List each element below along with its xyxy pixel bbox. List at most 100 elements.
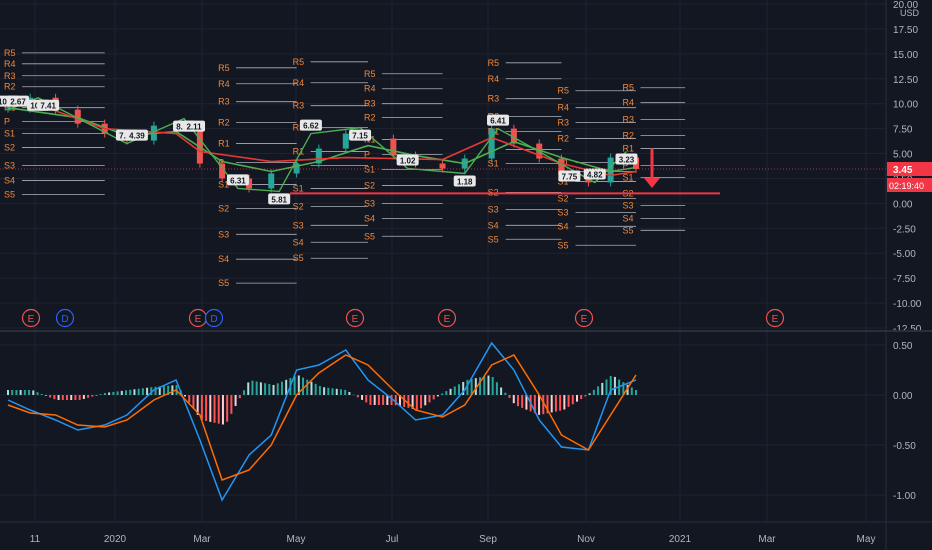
histogram-bar xyxy=(339,389,342,395)
pivot-label: R2 xyxy=(4,82,16,92)
axes: 20.0017.5015.0012.5010.007.505.002.500.0… xyxy=(30,0,932,545)
value-marker-text: 6.62 xyxy=(303,122,319,131)
oscillator-pane[interactable] xyxy=(7,341,637,502)
histogram-bar xyxy=(344,389,347,395)
histogram-bar xyxy=(348,392,351,395)
histogram-bar xyxy=(445,391,448,395)
histogram-bar xyxy=(66,395,69,400)
candle-body[interactable] xyxy=(268,173,275,189)
time-axis-label: 11 xyxy=(30,534,41,545)
pivot-label: P xyxy=(364,150,370,160)
earnings-marker[interactable] xyxy=(574,308,594,328)
earnings-marker[interactable] xyxy=(765,308,785,328)
histogram-bar xyxy=(116,391,119,395)
pivot-label: S1 xyxy=(4,129,15,139)
histogram-bar xyxy=(403,395,406,408)
histogram-bar xyxy=(167,385,170,395)
earnings-marker[interactable] xyxy=(345,308,365,328)
histogram-bar xyxy=(491,377,494,395)
histogram-bar xyxy=(293,376,296,395)
histogram-bar xyxy=(259,382,262,395)
candle-body[interactable] xyxy=(246,178,253,189)
histogram-bar xyxy=(601,382,604,395)
histogram-bar xyxy=(567,395,570,407)
candle-body[interactable] xyxy=(293,163,300,174)
pivot-label: S4 xyxy=(488,220,499,230)
oscillator-axis-tick: -0.50 xyxy=(893,441,916,452)
pivot-label: R3 xyxy=(488,94,500,104)
histogram-bar xyxy=(95,395,98,396)
pivot-label: R3 xyxy=(218,97,230,107)
time-axis-label: Mar xyxy=(193,534,211,545)
value-marker-badge xyxy=(226,174,249,186)
pivot-label: R4 xyxy=(293,78,305,88)
candle-body[interactable] xyxy=(607,157,614,183)
histogram-bar xyxy=(356,395,359,398)
candle-body[interactable] xyxy=(219,163,226,179)
time-axis-label: Sep xyxy=(479,534,497,545)
candle-body[interactable] xyxy=(342,133,349,149)
histogram-bar xyxy=(184,395,187,397)
pivot-label: S4 xyxy=(293,237,304,247)
histogram-bar xyxy=(533,395,536,414)
time-axis-label: Mar xyxy=(758,534,776,545)
pivot-label: R1 xyxy=(218,139,230,149)
pivot-label: R4 xyxy=(4,59,16,69)
dividend-marker[interactable] xyxy=(55,308,75,328)
histogram-bar xyxy=(373,395,376,405)
candle-body[interactable] xyxy=(390,138,397,156)
histogram-bar xyxy=(365,395,368,403)
histogram-bar xyxy=(369,395,372,405)
histogram-bar xyxy=(310,381,313,395)
histogram-bar xyxy=(209,395,212,422)
candle-body[interactable] xyxy=(510,128,517,144)
earnings-marker[interactable] xyxy=(437,308,457,328)
pivot-label: R2 xyxy=(218,118,230,128)
pivot-label: R5 xyxy=(293,57,305,67)
histogram-bar xyxy=(390,395,393,405)
pivot-label: S2 xyxy=(293,201,304,211)
histogram-bar xyxy=(247,382,250,395)
value-marker-badge xyxy=(615,153,638,165)
event-marker-label: E xyxy=(581,314,588,325)
dividend-marker[interactable] xyxy=(204,308,224,328)
pivot-label: P xyxy=(622,161,628,171)
value-marker-text: 5.81 xyxy=(271,195,287,204)
price-axis-tick: -12.50 xyxy=(893,324,922,335)
histogram-bar xyxy=(546,395,549,414)
histogram-bar xyxy=(297,375,300,395)
histogram-bar xyxy=(420,395,423,409)
price-axis-tick: 7.50 xyxy=(893,125,913,136)
oscillator-axis-tick: 0.50 xyxy=(893,341,913,352)
earnings-marker[interactable] xyxy=(21,308,41,328)
value-marker-text: 6.31 xyxy=(230,176,246,185)
candle-body[interactable] xyxy=(196,128,203,164)
histogram-bar xyxy=(171,385,174,395)
histogram-bar xyxy=(200,395,203,421)
pivot-label: R3 xyxy=(364,99,376,109)
pivot-label: R5 xyxy=(4,48,16,58)
grid xyxy=(0,0,886,522)
value-marker-text: 7.41 xyxy=(40,102,56,111)
price-axis-tick: 17.50 xyxy=(893,25,918,36)
time-axis-label: May xyxy=(287,534,306,545)
histogram-bar xyxy=(154,386,157,395)
signal-line[interactable] xyxy=(7,354,637,481)
pivot-label: S3 xyxy=(488,204,499,214)
pivot-label: S3 xyxy=(622,200,633,210)
pivot-label: R5 xyxy=(364,69,376,79)
histogram-bar xyxy=(150,387,153,395)
candle-body[interactable] xyxy=(315,148,322,164)
pivot-label: S3 xyxy=(557,207,568,217)
candle-body[interactable] xyxy=(558,158,565,174)
price-axis-tick: -10.00 xyxy=(893,299,922,310)
candle-body[interactable] xyxy=(439,163,446,169)
macd-line[interactable] xyxy=(7,341,637,502)
histogram-bar xyxy=(512,395,515,404)
candle-body[interactable] xyxy=(488,128,495,159)
price-pane[interactable]: 10.5410.07.138.736.315.816.627.151.021.1… xyxy=(0,93,886,328)
event-marker-label: E xyxy=(352,314,359,325)
candle-body[interactable] xyxy=(74,109,81,124)
pivot-label: S2 xyxy=(218,203,229,213)
